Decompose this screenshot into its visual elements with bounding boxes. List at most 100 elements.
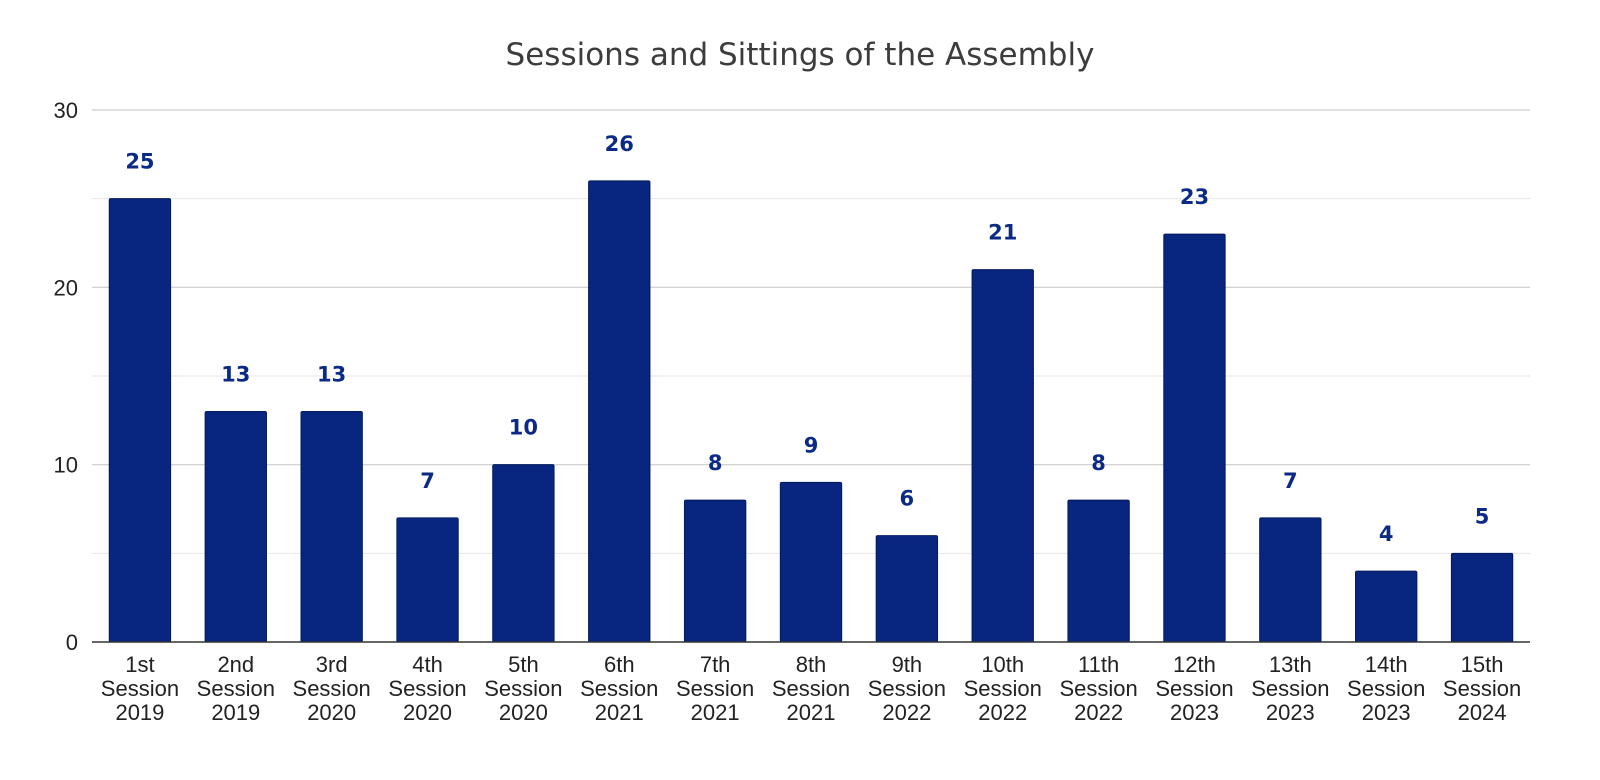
x-category-label-line: Session [388, 676, 466, 701]
x-category-label-line: Session [1251, 676, 1329, 701]
x-category-label: 4th Session 2020 [388, 652, 466, 725]
bar [588, 180, 651, 643]
x-category-label-line: Session [772, 676, 850, 701]
bar [683, 499, 747, 643]
x-category-label-line: 9th [892, 652, 923, 677]
x-category-label-line: 2019 [211, 700, 260, 725]
bar [396, 517, 459, 643]
x-category-label: 10th Session 2022 [964, 652, 1042, 725]
bar-value-label: 13 [317, 362, 346, 386]
x-category-label-line: 7th [700, 652, 731, 677]
bar [300, 410, 363, 643]
x-category-label-line: Session [1443, 676, 1521, 701]
x-category-label-line: Session [676, 676, 754, 701]
bar [492, 464, 555, 643]
bar [971, 269, 1034, 643]
bar [875, 535, 939, 643]
x-category-label-line: Session [101, 676, 179, 701]
bar-value-label: 8 [708, 451, 723, 475]
bar [779, 481, 843, 643]
x-category-label: 7th Session 2021 [676, 652, 754, 725]
x-category-label-line: 2021 [691, 700, 740, 725]
bar-value-label: 25 [125, 150, 154, 174]
x-category-label-line: 2021 [787, 700, 836, 725]
x-category-label: 14th Session 2023 [1347, 652, 1425, 725]
y-tick-label: 30 [54, 98, 78, 123]
x-category-label: 15th Session 2024 [1443, 652, 1521, 725]
x-category-label-line: Session [1347, 676, 1425, 701]
bar [1163, 233, 1226, 643]
bar [108, 198, 172, 643]
bar-value-label: 26 [605, 132, 634, 156]
x-category-label-line: 2020 [403, 700, 452, 725]
bar-value-label: 4 [1379, 522, 1394, 546]
bar-value-label: 23 [1180, 185, 1209, 209]
x-category-label-line: 2nd [217, 652, 254, 677]
bar-value-label: 7 [420, 469, 435, 493]
y-axis-ticks: 0 10 20 30 [54, 98, 78, 655]
chart-title: Sessions and Sittings of the Assembly [506, 37, 1095, 73]
bar-value-label: 9 [804, 433, 819, 457]
x-category-label-line: Session [484, 676, 562, 701]
x-category-label-line: 6th [604, 652, 635, 677]
x-category-label-line: 4th [412, 652, 443, 677]
x-category-label-line: Session [964, 676, 1042, 701]
x-category-label-line: 10th [981, 652, 1024, 677]
x-category-label-line: 2023 [1362, 700, 1411, 725]
x-category-label: 12th Session 2023 [1155, 652, 1233, 725]
x-category-label-line: Session [1059, 676, 1137, 701]
x-category-label-line: 2019 [115, 700, 164, 725]
x-category-label-line: 11th [1078, 652, 1119, 677]
x-category-label-line: Session [197, 676, 275, 701]
bar-value-label: 7 [1283, 469, 1298, 493]
x-category-label: 9th Session 2022 [868, 652, 946, 725]
x-category-label: 8th Session 2021 [772, 652, 850, 725]
x-category-label-line: 3rd [316, 652, 348, 677]
bar-value-label: 6 [900, 487, 915, 511]
x-category-label: 1st Session 2019 [101, 652, 179, 725]
x-category-label-line: Session [580, 676, 658, 701]
bar-value-label: 8 [1091, 451, 1106, 475]
x-category-label-line: 2024 [1458, 700, 1507, 725]
x-category-label-line: Session [868, 676, 946, 701]
bars [108, 180, 1514, 643]
x-category-label-line: 13th [1269, 652, 1312, 677]
y-tick-label: 0 [66, 630, 78, 655]
x-category-label-line: 2022 [978, 700, 1027, 725]
bar-value-label: 10 [509, 416, 538, 440]
x-category-label-line: 15th [1461, 652, 1504, 677]
x-category-label-line: 2022 [1074, 700, 1123, 725]
x-category-label-line: Session [1155, 676, 1233, 701]
x-category-label-line: 2020 [307, 700, 356, 725]
x-category-label-line: 2022 [882, 700, 931, 725]
x-category-label-line: 14th [1365, 652, 1408, 677]
x-category-label: 2nd Session 2019 [197, 652, 275, 725]
x-category-label-line: 8th [796, 652, 827, 677]
x-category-label: 11th Session 2022 [1059, 652, 1137, 725]
bar-value-label: 21 [988, 221, 1017, 245]
x-category-label: 5th Session 2020 [484, 652, 562, 725]
x-category-label-line: 12th [1173, 652, 1216, 677]
bar-value-label: 5 [1475, 504, 1490, 528]
x-category-label-line: 2023 [1266, 700, 1315, 725]
y-tick-label: 10 [54, 453, 78, 478]
x-category-label: 3rd Session 2020 [293, 652, 371, 725]
x-category-label-line: 2021 [595, 700, 644, 725]
y-tick-label: 20 [54, 275, 78, 300]
data-labels: 25 13 13 7 10 26 8 9 6 21 8 23 7 4 5 [125, 132, 1489, 546]
bar [1259, 517, 1322, 643]
bar [204, 410, 267, 643]
x-category-label: 13th Session 2023 [1251, 652, 1329, 725]
x-category-label-line: 5th [508, 652, 539, 677]
bar [1355, 570, 1418, 643]
bar [1067, 499, 1130, 643]
x-category-label: 6th Session 2021 [580, 652, 658, 725]
x-category-label-line: Session [293, 676, 371, 701]
x-category-label-line: 2023 [1170, 700, 1219, 725]
bar [1450, 552, 1514, 643]
x-category-label-line: 2020 [499, 700, 548, 725]
bar-value-label: 13 [221, 362, 250, 386]
